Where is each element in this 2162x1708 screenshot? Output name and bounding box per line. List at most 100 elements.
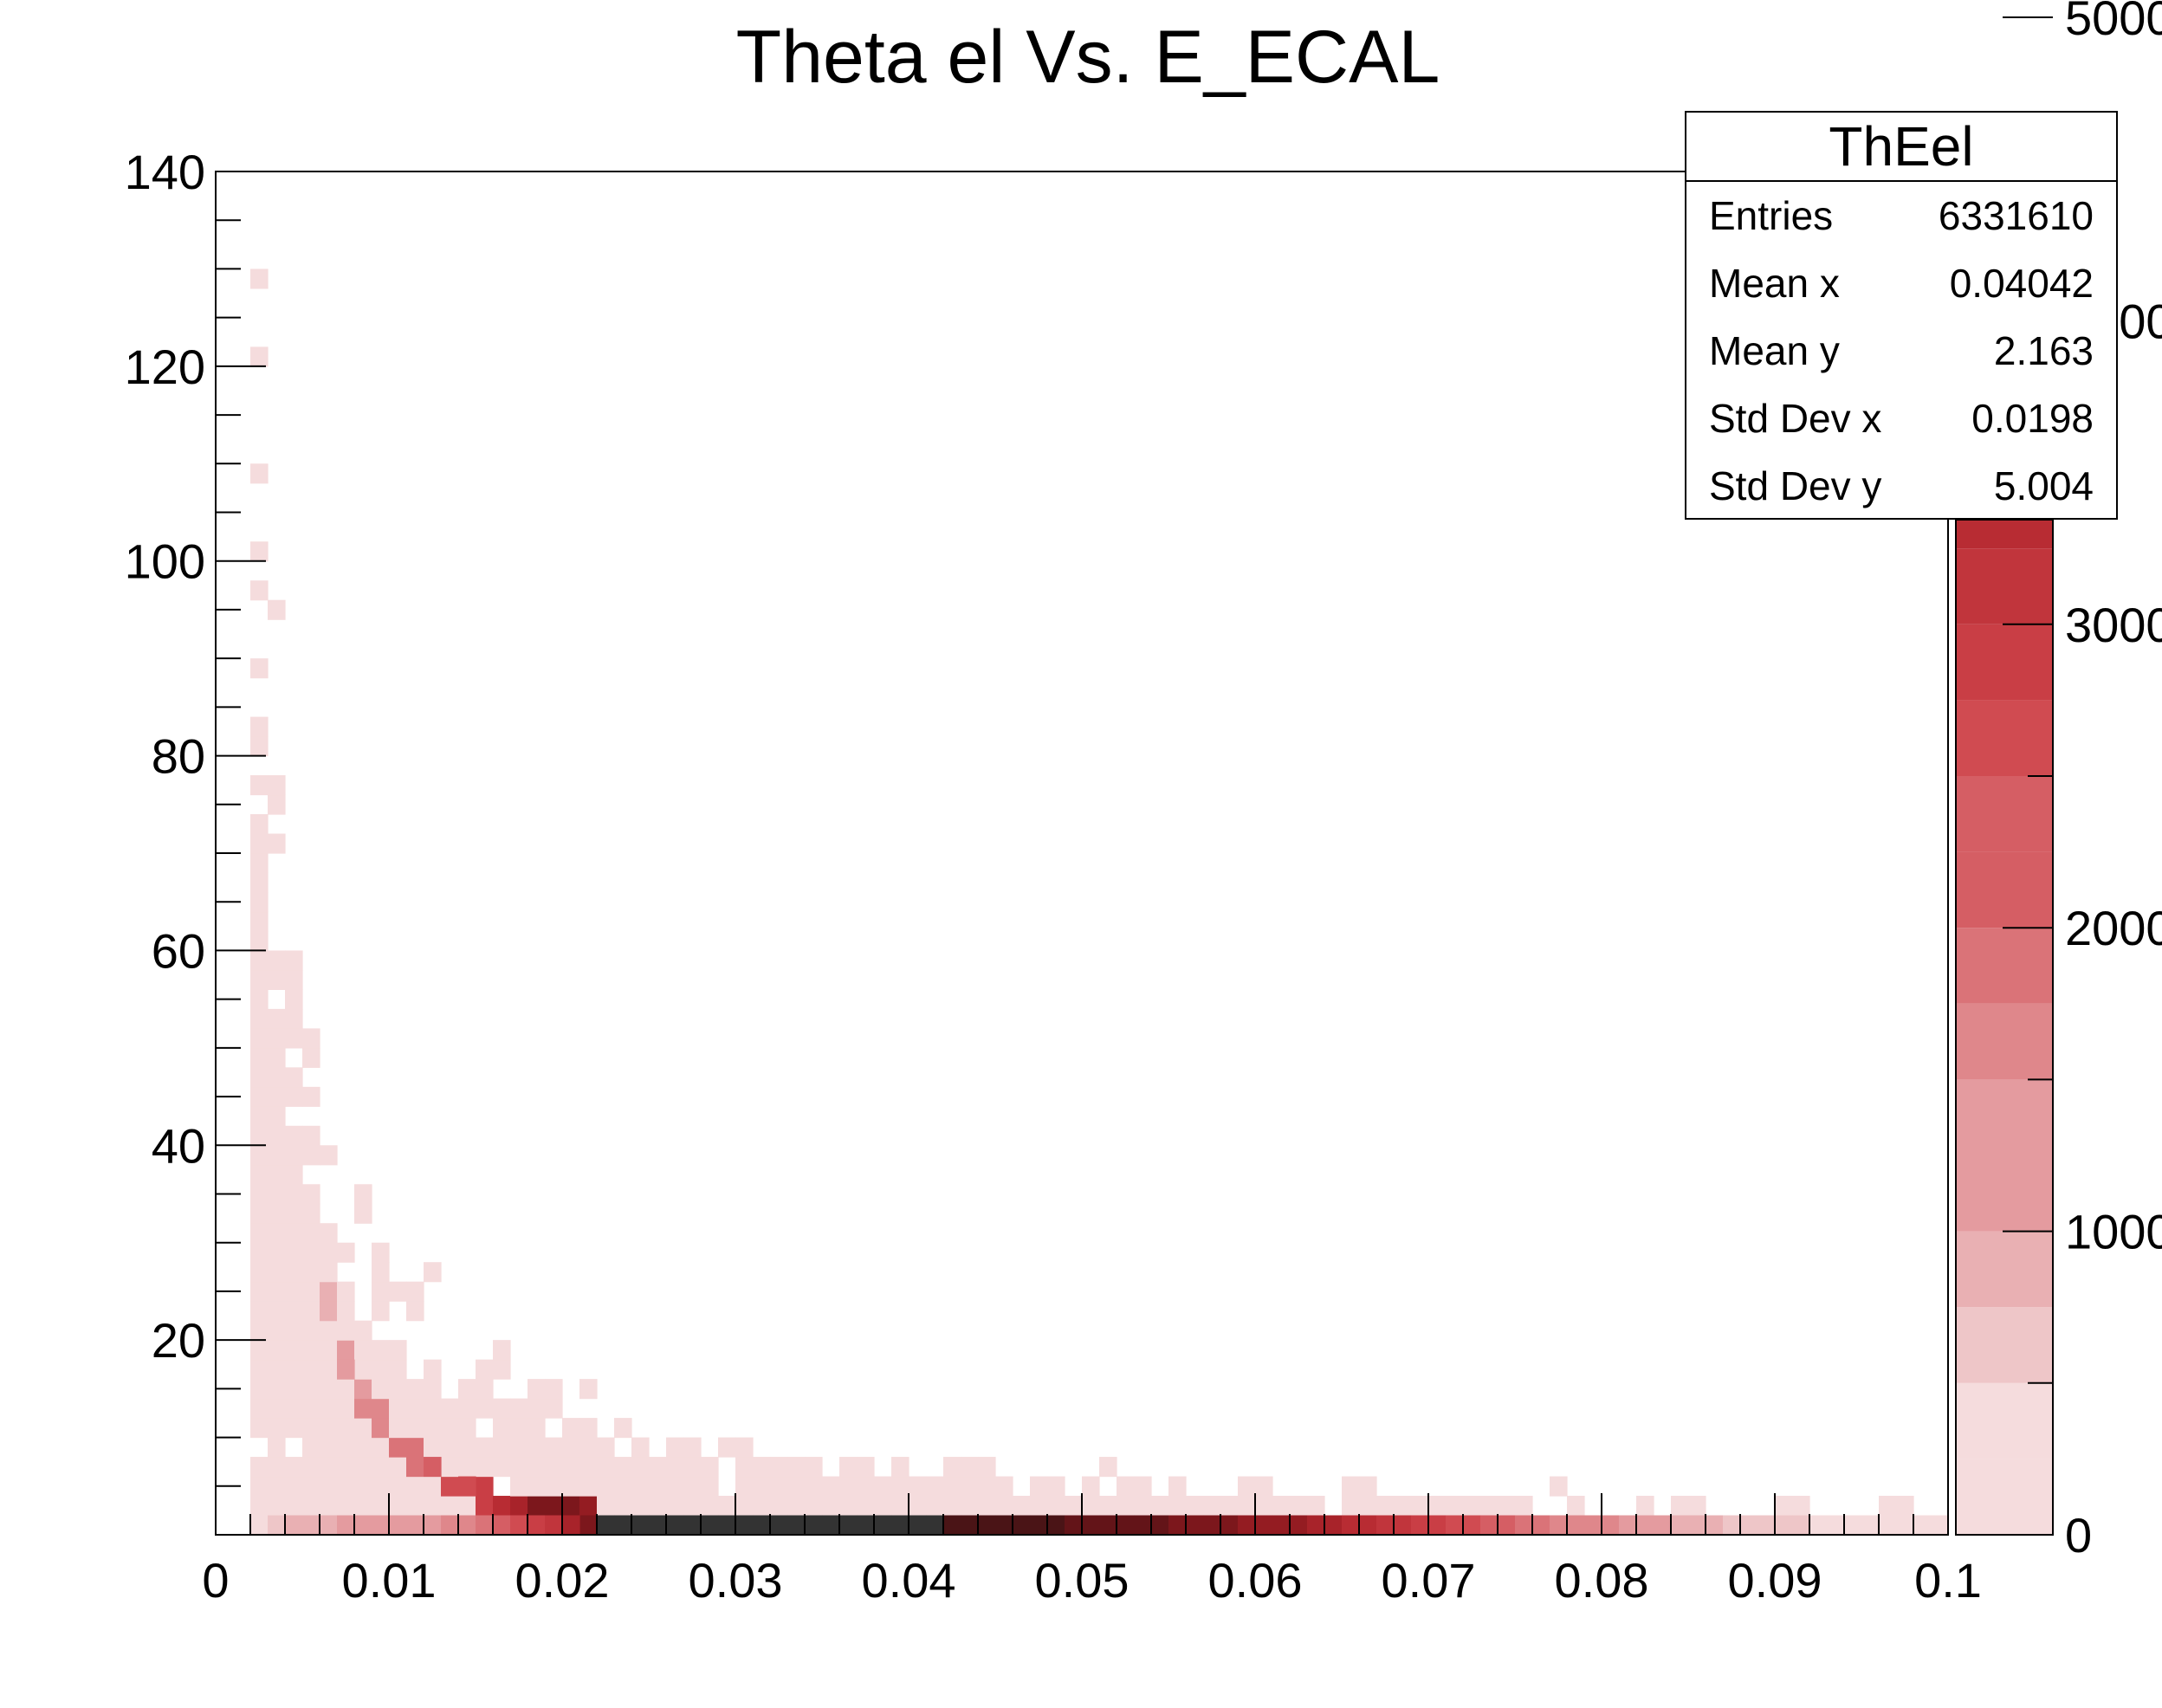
heatmap-cell — [372, 1457, 390, 1478]
heatmap-cell — [1117, 1515, 1135, 1536]
heatmap-cell — [389, 1340, 407, 1361]
x-tick-label: 0.06 — [1208, 1553, 1303, 1608]
z-tick-label: 2000 — [2065, 901, 2162, 955]
heatmap-cell — [683, 1496, 702, 1517]
heatmap-cell — [268, 833, 286, 854]
heatmap-cell — [476, 1496, 494, 1517]
heatmap-cell — [597, 1476, 615, 1497]
heatmap-cell — [424, 1496, 442, 1517]
heatmap-cell — [735, 1476, 754, 1497]
heatmap-cell — [1446, 1515, 1464, 1536]
heatmap-cell — [250, 1125, 269, 1146]
heatmap-cell — [250, 1515, 269, 1536]
chart-title: Theta el Vs. E_ECAL — [736, 16, 1440, 99]
heatmap-cell — [302, 1515, 320, 1536]
heatmap-cell — [354, 1203, 372, 1224]
y-tick-label: 80 — [152, 729, 205, 784]
heatmap-cell — [1134, 1476, 1152, 1497]
heatmap-cell — [1550, 1515, 1568, 1536]
heatmap-cell — [1896, 1496, 1914, 1517]
heatmap-cell — [1480, 1515, 1499, 1536]
heatmap-cell — [250, 969, 269, 990]
heatmap-cell — [354, 1457, 372, 1478]
heatmap-cell — [1446, 1496, 1464, 1517]
x-tick-label: 0.04 — [862, 1553, 956, 1608]
heatmap-cell — [701, 1496, 719, 1517]
heatmap-cell — [285, 1515, 303, 1536]
heatmap-cell — [909, 1496, 927, 1517]
heatmap-cell — [354, 1476, 372, 1497]
heatmap-cell — [545, 1457, 563, 1478]
heatmap-cell — [285, 1340, 303, 1361]
heatmap-cell — [1394, 1515, 1412, 1536]
heatmap-cell — [961, 1515, 979, 1536]
heatmap-cell — [614, 1496, 632, 1517]
heatmap-cell — [649, 1457, 667, 1478]
heatmap-cell — [631, 1515, 650, 1536]
heatmap-cell — [320, 1457, 338, 1478]
heatmap-cell — [1740, 1515, 1758, 1536]
heatmap-cell — [389, 1437, 407, 1458]
heatmap-cell — [354, 1359, 372, 1380]
heatmap-cell — [1792, 1496, 1810, 1517]
heatmap-cell — [354, 1515, 372, 1536]
palette-band — [1956, 1003, 2053, 1080]
heatmap-cell — [1723, 1515, 1741, 1536]
heatmap-cell — [285, 1067, 303, 1088]
heatmap-cell — [250, 950, 269, 971]
heatmap-cell — [285, 1184, 303, 1205]
heatmap-cell — [320, 1476, 338, 1497]
heatmap-cell — [1861, 1515, 1880, 1536]
heatmap-cell — [250, 541, 269, 562]
stats-label: Entries — [1709, 193, 1834, 238]
heatmap-cell — [268, 1028, 286, 1049]
heatmap-cell — [250, 833, 269, 854]
heatmap-cell — [302, 1301, 320, 1322]
heatmap-cell — [510, 1496, 528, 1517]
heatmap-cell — [268, 950, 286, 971]
heatmap-cell — [476, 1476, 494, 1497]
heatmap-cell — [1134, 1515, 1152, 1536]
heatmap-cell — [476, 1457, 494, 1478]
heatmap-cell — [926, 1476, 944, 1497]
heatmap-cell — [458, 1379, 476, 1400]
y-tick-label: 40 — [152, 1118, 205, 1173]
heatmap-cell — [441, 1515, 459, 1536]
heatmap-cell — [372, 1496, 390, 1517]
heatmap-cell — [510, 1437, 528, 1458]
heatmap-cell — [250, 346, 269, 367]
heatmap-cell — [510, 1476, 528, 1497]
z-axis: 010002000300040005000 — [2003, 0, 2162, 1562]
heatmap-cell — [926, 1515, 944, 1536]
heatmap-cell — [302, 1340, 320, 1361]
heatmap-cell — [493, 1359, 511, 1380]
heatmap-cell — [1082, 1476, 1100, 1497]
heatmap-cell — [1757, 1515, 1776, 1536]
heatmap-cell — [874, 1515, 892, 1536]
heatmap-cell — [579, 1515, 598, 1536]
heatmap-cell — [666, 1496, 684, 1517]
heatmap-cell — [528, 1515, 546, 1536]
heatmap-cell — [285, 1008, 303, 1029]
heatmap-cell — [302, 1398, 320, 1419]
heatmap-cell — [302, 1028, 320, 1049]
heatmap-cell — [302, 1223, 320, 1244]
heatmap-cell — [389, 1515, 407, 1536]
heatmap-cell — [1099, 1457, 1117, 1478]
heatmap-cell — [978, 1496, 996, 1517]
heatmap-cell — [285, 969, 303, 990]
heatmap-cell — [735, 1515, 754, 1536]
heatmap-cell — [389, 1379, 407, 1400]
heatmap-cell — [372, 1398, 390, 1419]
heatmap-cell — [857, 1515, 875, 1536]
heatmap-cell — [1359, 1515, 1377, 1536]
heatmap-cell — [1099, 1515, 1117, 1536]
heatmap-cell — [458, 1418, 476, 1439]
heatmap-cell — [891, 1515, 909, 1536]
heatmap-cell — [268, 1242, 286, 1263]
heatmap-cell — [302, 1262, 320, 1283]
heatmap-cell — [337, 1281, 355, 1302]
heatmap-cell — [943, 1476, 961, 1497]
heatmap-cell — [250, 989, 269, 1010]
